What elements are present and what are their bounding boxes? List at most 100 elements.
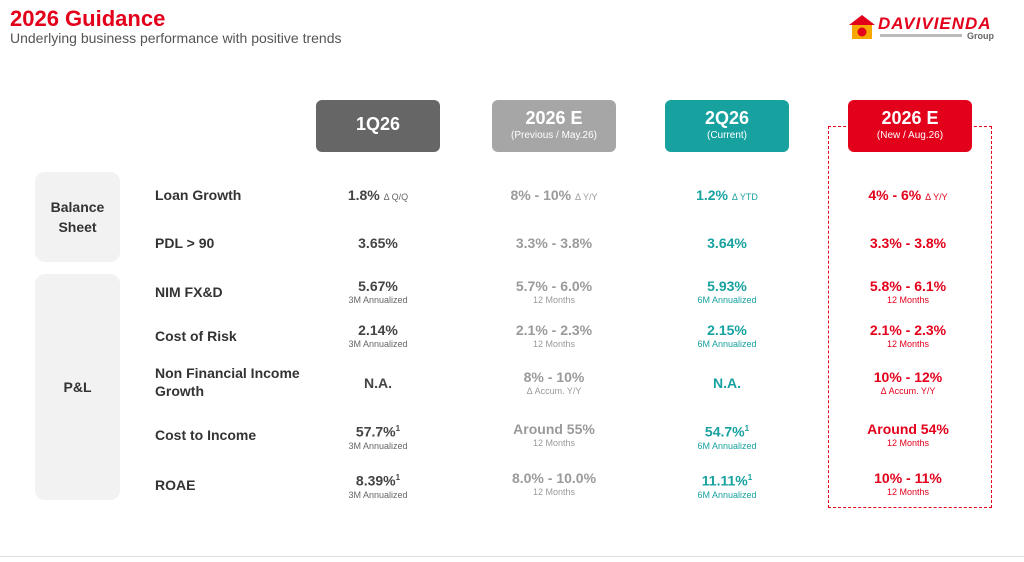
- logo-bar: [880, 34, 962, 37]
- cell-loan-growth-1q26: 1.8% Δ Q/Q: [288, 187, 468, 205]
- column-header-2q26: 2Q26 (Current): [665, 100, 789, 152]
- column-title: 1Q26: [355, 114, 401, 134]
- cell-note: Δ Accum. Y/Y: [880, 386, 936, 396]
- cell-delta: Δ YTD: [731, 192, 758, 202]
- cell-cost-to-income-2026e-new: Around 54% 12 Months: [818, 421, 998, 449]
- footnote-marker: 1: [395, 473, 401, 482]
- cell-pdl-1q26: 3.65%: [288, 235, 468, 251]
- cell-nim-2q26: 5.93% 6M Annualized: [637, 278, 817, 306]
- cell-note: 12 Months: [886, 487, 930, 497]
- cell-cost-of-risk-2026e-new: 2.1% - 2.3% 12 Months: [818, 322, 998, 350]
- cell-nfi-2q26: N.A.: [637, 375, 817, 391]
- category-label: Balance Sheet: [50, 199, 105, 235]
- cell-note: 3M Annualized: [348, 489, 408, 500]
- cell-value: 54.7%: [704, 423, 745, 440]
- bottom-divider: [0, 556, 1024, 557]
- row-label-loan-growth: Loan Growth: [155, 187, 242, 203]
- category-label: P&L: [63, 379, 92, 395]
- cell-cost-to-income-1q26: 57.7%1 3M Annualized: [288, 421, 468, 452]
- cell-note: 3M Annualized: [348, 339, 408, 349]
- cell-cost-of-risk-2q26: 2.15% 6M Annualized: [637, 322, 817, 350]
- cell-value: 4% - 6%: [868, 187, 922, 203]
- footnote-marker: 1: [744, 424, 750, 433]
- cell-note: 6M Annualized: [697, 440, 757, 451]
- cell-value: 3.3% - 3.8%: [869, 235, 947, 251]
- cell-note: 12 Months: [886, 438, 930, 448]
- cell-roae-2q26: 11.11%1 6M Annualized: [637, 470, 817, 501]
- cell-note: 12 Months: [886, 295, 930, 305]
- cell-value: 1.8%: [347, 187, 380, 203]
- cell-value: N.A.: [713, 375, 741, 391]
- row-label-nim: NIM FX&D: [155, 284, 223, 300]
- page-title: 2026 Guidance: [10, 6, 166, 31]
- cell-delta: Δ Q/Q: [383, 192, 409, 202]
- highlight-frame: [828, 126, 992, 508]
- cell-value: Around 55%: [513, 421, 595, 437]
- cell-value: 8% - 10%: [523, 369, 585, 385]
- cell-value: 3.65%: [358, 235, 398, 251]
- footnote-marker: 1: [395, 424, 401, 433]
- row-label-cost-of-risk: Cost of Risk: [155, 328, 237, 344]
- cell-nfi-2026e-new: 10% - 12% Δ Accum. Y/Y: [818, 369, 998, 397]
- cell-value: N.A.: [364, 375, 392, 391]
- cell-value: 3.64%: [707, 235, 747, 251]
- cell-delta: Δ Y/Y: [575, 192, 598, 202]
- cell-note: 12 Months: [532, 295, 576, 305]
- column-title: 2026 E: [525, 108, 583, 128]
- cell-value: 1.2%: [696, 187, 728, 203]
- cell-note: Δ Accum. Y/Y: [526, 386, 582, 396]
- cell-loan-growth-2026e-prev: 8% - 10% Δ Y/Y: [464, 187, 644, 205]
- cell-cost-to-income-2026e-prev: Around 55% 12 Months: [464, 421, 644, 449]
- cell-pdl-2026e-new: 3.3% - 3.8%: [818, 235, 998, 251]
- cell-note: 12 Months: [532, 339, 576, 349]
- cell-value: 11.11%: [701, 472, 748, 489]
- cell-pdl-2026e-prev: 3.3% - 3.8%: [464, 235, 644, 251]
- cell-nim-2026e-new: 5.8% - 6.1% 12 Months: [818, 278, 998, 306]
- cell-roae-2026e-new: 10% - 11% 12 Months: [818, 470, 998, 498]
- cell-value: 5.67%: [358, 278, 398, 294]
- cell-delta: Δ Y/Y: [925, 192, 948, 202]
- cell-pdl-2q26: 3.64%: [637, 235, 817, 251]
- cell-nim-1q26: 5.67% 3M Annualized: [288, 278, 468, 306]
- column-subtitle: (Current): [706, 130, 747, 141]
- cell-cost-to-income-2q26: 54.7%1 6M Annualized: [637, 421, 817, 452]
- cell-value: 2.1% - 2.3%: [869, 322, 947, 338]
- cell-value: 5.7% - 6.0%: [515, 278, 593, 294]
- cell-value: 2.14%: [358, 322, 398, 338]
- cell-value: 5.8% - 6.1%: [869, 278, 947, 294]
- column-subtitle: (Previous / May.26): [511, 130, 597, 141]
- page-subtitle: Underlying business performance with pos…: [10, 30, 342, 46]
- cell-nfi-2026e-prev: 8% - 10% Δ Accum. Y/Y: [464, 369, 644, 397]
- house-icon: [849, 15, 875, 39]
- row-label-non-financial-income: Non Financial Income Growth: [155, 365, 300, 399]
- cell-note: 12 Months: [532, 438, 576, 448]
- cell-value: 8.0% - 10.0%: [511, 470, 597, 486]
- cell-note: 12 Months: [532, 487, 576, 497]
- cell-value: 3.3% - 3.8%: [515, 235, 593, 251]
- cell-note: 6M Annualized: [697, 339, 757, 349]
- cell-value: 2.1% - 2.3%: [515, 322, 593, 338]
- cell-value: 10% - 11%: [874, 470, 942, 486]
- cell-note: 3M Annualized: [348, 440, 408, 451]
- logo-text: DAVIVIENDA: [878, 14, 992, 33]
- cell-value: 8% - 10%: [510, 187, 572, 203]
- cell-nim-2026e-prev: 5.7% - 6.0% 12 Months: [464, 278, 644, 306]
- cell-nfi-1q26: N.A.: [288, 375, 468, 391]
- cell-value: 10% - 12%: [873, 369, 943, 385]
- cell-value: 8.39%: [355, 472, 396, 489]
- column-title: 2Q26: [704, 108, 750, 128]
- cell-note: 6M Annualized: [697, 489, 757, 500]
- cell-value: 5.93%: [707, 278, 747, 294]
- row-label-roae: ROAE: [155, 477, 196, 493]
- column-header-1q26: 1Q26: [316, 100, 440, 152]
- cell-note: 12 Months: [886, 339, 930, 349]
- cell-roae-2026e-prev: 8.0% - 10.0% 12 Months: [464, 470, 644, 498]
- column-title: 2026 E: [881, 108, 939, 128]
- cell-loan-growth-2026e-new: 4% - 6% Δ Y/Y: [818, 187, 998, 205]
- logo-group-text: Group: [967, 31, 994, 41]
- cell-value: 57.7%: [355, 423, 396, 440]
- column-subtitle: (New / Aug.26): [876, 130, 944, 141]
- davivienda-logo: DAVIVIENDA Group: [848, 12, 998, 42]
- row-label-cost-to-income: Cost to Income: [155, 427, 257, 443]
- cell-value: Around 54%: [867, 421, 949, 437]
